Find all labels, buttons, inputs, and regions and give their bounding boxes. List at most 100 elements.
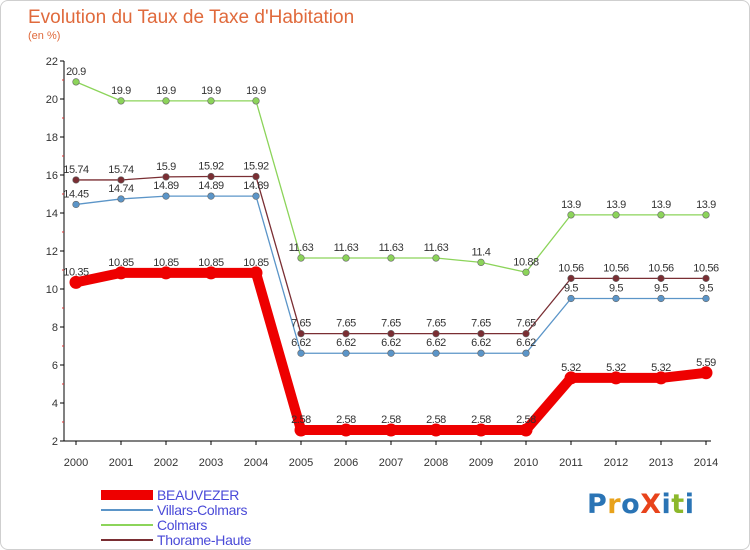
data-label: 13.9 <box>696 199 716 211</box>
data-label: 11.63 <box>289 242 314 254</box>
data-point <box>72 176 80 184</box>
x-tick-label: 2005 <box>289 457 313 469</box>
data-label: 20.9 <box>66 66 86 78</box>
data-label: 19.9 <box>156 85 176 97</box>
data-point <box>429 423 443 437</box>
data-point <box>567 211 575 219</box>
data-label: 2.58 <box>381 414 401 426</box>
data-label: 9.5 <box>699 283 713 295</box>
y-tick-label: 12 <box>46 246 58 258</box>
data-label: 10.85 <box>198 257 224 269</box>
x-tick-label: 2010 <box>514 457 538 469</box>
data-point <box>252 97 260 105</box>
data-label: 13.9 <box>651 199 671 211</box>
data-label: 15.92 <box>198 161 224 173</box>
data-point <box>207 192 215 200</box>
data-point <box>519 423 533 437</box>
data-label: 2.58 <box>426 414 446 426</box>
data-label: 11.63 <box>334 242 359 254</box>
data-point <box>162 192 170 200</box>
x-tick-label: 2008 <box>424 457 448 469</box>
legend-swatch <box>101 538 153 541</box>
x-tick-label: 2007 <box>379 457 403 469</box>
data-point <box>207 172 215 181</box>
data-label: 15.9 <box>156 161 176 173</box>
data-point <box>612 211 620 219</box>
data-point <box>612 294 620 303</box>
data-point <box>117 97 125 105</box>
data-label: 10.56 <box>558 262 584 274</box>
data-label: 14.89 <box>198 180 224 192</box>
logo-letter: t <box>671 489 685 520</box>
logo-letter: o <box>621 489 641 520</box>
data-point <box>252 172 260 181</box>
data-label: 19.9 <box>246 85 266 97</box>
data-label: 2.58 <box>291 414 311 426</box>
data-point <box>384 423 398 437</box>
data-label: 9.5 <box>564 283 578 295</box>
data-point <box>342 254 350 262</box>
x-tick-label: 2000 <box>64 457 88 469</box>
legend-label: Colmars <box>157 516 208 533</box>
x-tick-label: 2014 <box>694 457 718 469</box>
data-point <box>69 275 83 289</box>
data-point <box>432 330 440 338</box>
y-tick-label: 4 <box>52 398 58 410</box>
data-label: 15.92 <box>243 161 269 173</box>
y-tick-label: 8 <box>52 322 58 334</box>
data-label: 7.65 <box>336 318 356 330</box>
data-label: 10.85 <box>243 257 269 269</box>
data-label: 19.9 <box>201 85 221 97</box>
data-label: 15.74 <box>63 164 89 176</box>
data-point <box>294 423 308 437</box>
x-tick-label: 2003 <box>199 457 223 469</box>
data-label: 14.74 <box>108 183 134 195</box>
data-point <box>72 78 80 86</box>
data-point <box>702 274 710 282</box>
legend-item: BEAUVEZER <box>101 487 251 503</box>
x-tick-label: 2004 <box>244 457 268 469</box>
data-point <box>297 349 305 357</box>
logo-letter: i <box>661 489 672 520</box>
data-point <box>567 294 575 303</box>
data-point <box>207 97 215 105</box>
data-label: 10.88 <box>513 256 539 268</box>
data-point <box>249 266 263 280</box>
legend-item: Villars-Colmars <box>101 502 251 518</box>
data-point <box>204 266 218 280</box>
data-point <box>159 266 173 280</box>
data-label: 14.45 <box>63 188 89 200</box>
data-label: 6.62 <box>291 337 311 349</box>
data-point <box>609 371 623 385</box>
legend-swatch <box>101 523 153 526</box>
data-label: 6.62 <box>516 337 536 349</box>
legend: BEAUVEZER Villars-Colmars Colmars Thorame-H… <box>101 487 251 548</box>
data-point <box>657 211 665 219</box>
data-label: 9.5 <box>654 283 668 295</box>
data-point <box>522 268 530 276</box>
data-point <box>477 349 485 357</box>
data-point <box>162 173 170 181</box>
data-label: 5.59 <box>696 357 716 369</box>
data-point <box>297 330 305 338</box>
y-tick-label: 16 <box>46 170 58 182</box>
data-point <box>114 266 128 280</box>
data-label: 5.32 <box>561 362 581 374</box>
data-point <box>432 349 440 357</box>
data-point <box>654 371 668 385</box>
data-point <box>339 423 353 437</box>
data-label: 7.65 <box>291 318 311 330</box>
data-point <box>387 330 395 338</box>
data-label: 10.56 <box>603 262 629 274</box>
legend-swatch <box>101 508 153 511</box>
unit-label: (en %) <box>28 30 61 42</box>
data-point <box>117 195 125 203</box>
data-point <box>117 176 125 184</box>
logo-letter: r <box>607 489 622 520</box>
x-tick-label: 2013 <box>649 457 673 469</box>
y-tick-label: 2 <box>52 436 58 448</box>
y-tick-label: 10 <box>46 284 58 296</box>
logo-letter: i <box>684 489 695 520</box>
